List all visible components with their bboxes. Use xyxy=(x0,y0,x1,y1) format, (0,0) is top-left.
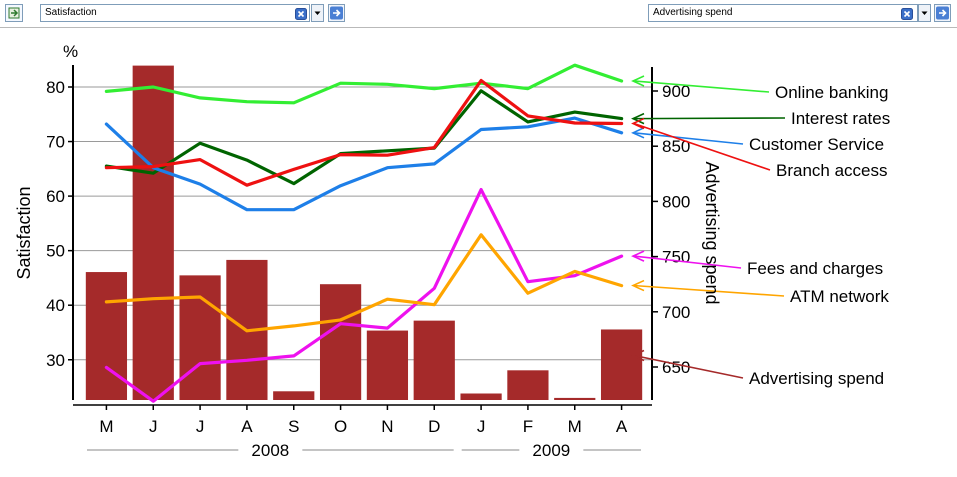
series-label: Fees and charges xyxy=(747,259,883,278)
y-tick-label: 50 xyxy=(46,242,65,261)
label-arrow xyxy=(631,127,645,139)
label-pointer xyxy=(633,122,771,171)
x-tick-label: F xyxy=(523,417,533,436)
series-line xyxy=(104,188,624,403)
clear-icon xyxy=(295,8,307,20)
x-tick-label: N xyxy=(381,417,393,436)
advertising-bar xyxy=(85,272,128,400)
x-tick-label: S xyxy=(288,417,299,436)
x-tick-label: D xyxy=(428,417,440,436)
y2-tick-label: 750 xyxy=(662,248,690,267)
export-button[interactable] xyxy=(5,4,23,22)
advertising-dropdown-button[interactable] xyxy=(918,4,931,22)
advertising-bar xyxy=(600,329,643,400)
label-pointer xyxy=(633,117,786,120)
advertising-bar xyxy=(132,65,174,400)
series-label: Customer Service xyxy=(749,135,884,154)
arrow-right-icon xyxy=(330,6,343,20)
y-axis-title: Satisfaction xyxy=(14,186,34,279)
chevron-down-icon xyxy=(314,11,321,15)
x-tick-label: J xyxy=(196,417,205,436)
x-tick-label: J xyxy=(477,417,486,436)
label-arrow xyxy=(631,250,645,262)
y-tick-label: 80 xyxy=(46,78,65,97)
series-label: Interest rates xyxy=(791,109,890,128)
satisfaction-select[interactable]: Satisfaction xyxy=(40,4,310,22)
advertising-select-value: Advertising spend xyxy=(653,7,733,18)
x-tick-label: A xyxy=(616,417,628,436)
y2-tick-label: 700 xyxy=(662,303,690,322)
satisfaction-dropdown-button[interactable] xyxy=(311,4,324,22)
advertising-select[interactable]: Advertising spend xyxy=(648,4,918,22)
label-pointer xyxy=(633,255,742,269)
label-arrow xyxy=(631,112,645,125)
y-tick-label: 40 xyxy=(46,296,65,315)
x-tick-label: A xyxy=(241,417,253,436)
x-tick-label: M xyxy=(568,417,582,436)
label-arrow xyxy=(631,279,645,292)
advertising-bar xyxy=(319,284,362,400)
satisfaction-select-value: Satisfaction xyxy=(45,7,97,18)
advertising-bars xyxy=(85,65,643,400)
label-pointer xyxy=(633,284,785,297)
advertising-bar xyxy=(413,320,455,400)
label-pointer xyxy=(633,132,744,145)
y2-tick-label: 850 xyxy=(662,137,690,156)
series-label: Online banking xyxy=(775,83,888,102)
y2-tick-label: 800 xyxy=(662,192,690,211)
y2-tick-label: 900 xyxy=(662,82,690,101)
clear-satisfaction-button[interactable] xyxy=(295,7,307,20)
series-label: Advertising spend xyxy=(749,369,884,388)
arrow-right-icon xyxy=(936,6,949,20)
clear-advertising-button[interactable] xyxy=(901,7,913,20)
advertising-bar xyxy=(179,275,221,400)
label-arrow xyxy=(631,349,645,362)
y-unit-label: % xyxy=(63,42,78,61)
series-line xyxy=(104,89,624,186)
y-tick-label: 60 xyxy=(46,187,65,206)
label-arrow xyxy=(631,117,645,130)
series-line xyxy=(104,63,624,105)
series-line xyxy=(104,233,624,333)
clear-icon xyxy=(901,8,913,20)
year-label: 2009 xyxy=(532,441,570,460)
y2-axis-title: Advertising spend xyxy=(702,161,722,304)
toolbar: Satisfaction Advertising spend xyxy=(0,0,957,28)
series-label: Branch access xyxy=(776,161,888,180)
series-lines xyxy=(104,63,624,403)
export-icon xyxy=(8,7,20,19)
advertising-bar xyxy=(554,397,596,400)
y-tick-label: 70 xyxy=(46,133,65,152)
series-line xyxy=(104,78,624,187)
x-tick-label: O xyxy=(334,417,347,436)
y2-tick-label: 650 xyxy=(662,358,690,377)
label-pointer xyxy=(633,80,770,93)
series-labels: Online banking Interest rates Customer Ser… xyxy=(631,75,890,388)
advertising-bar xyxy=(507,370,549,400)
x-tick-label: J xyxy=(149,417,158,436)
x-tick-label: M xyxy=(99,417,113,436)
year-label: 2008 xyxy=(251,441,289,460)
satisfaction-advertising-chart: 30 40 50 60 70 80 650 700 750 800 850 900 M J J A S O N D J F… xyxy=(14,42,890,460)
advertising-go-button[interactable] xyxy=(934,4,951,22)
satisfaction-go-button[interactable] xyxy=(328,4,345,22)
label-pointer xyxy=(633,354,744,379)
label-arrow xyxy=(631,75,645,87)
advertising-bar xyxy=(366,330,409,400)
axes: 30 40 50 60 70 80 650 700 750 800 850 900 M J J A S O N D J F… xyxy=(46,65,690,460)
y-tick-label: 30 xyxy=(46,351,65,370)
series-label: ATM network xyxy=(790,287,889,306)
advertising-bar xyxy=(460,393,502,400)
advertising-bar xyxy=(273,391,315,400)
series-line xyxy=(104,116,624,212)
chevron-down-icon xyxy=(921,11,928,15)
